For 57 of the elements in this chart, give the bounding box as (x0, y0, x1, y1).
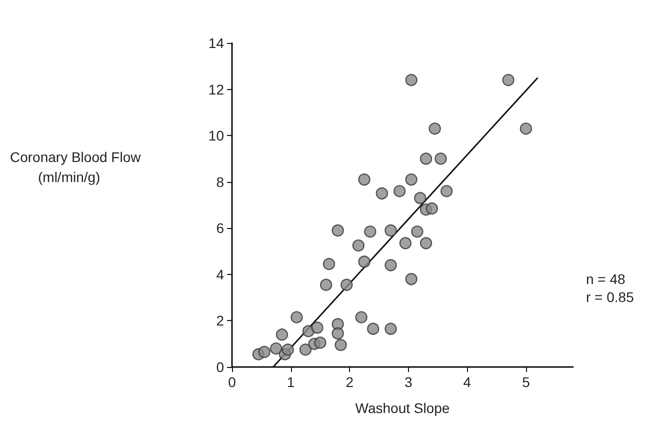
x-tick-label: 5 (522, 374, 530, 390)
point (276, 328, 288, 341)
x-tick-label: 1 (286, 374, 295, 390)
point (405, 272, 418, 286)
y-tick-label: 6 (216, 220, 224, 236)
point (405, 173, 418, 186)
point (414, 192, 426, 204)
point (428, 122, 441, 135)
point (332, 224, 344, 237)
point (411, 226, 424, 238)
point (320, 278, 332, 291)
point (364, 226, 376, 238)
point (340, 278, 353, 291)
y-tick-label: 8 (216, 174, 224, 190)
point (358, 256, 370, 268)
point (367, 322, 380, 335)
point (426, 202, 438, 215)
x-tick-label: 0 (228, 374, 236, 390)
point (311, 322, 324, 334)
y-tick-label: 0 (216, 359, 224, 375)
point (258, 346, 270, 358)
x-tick-label: 2 (346, 374, 354, 390)
y-tick-label: 10 (208, 128, 224, 144)
y-tick-label: 4 (216, 266, 224, 282)
point (355, 311, 368, 324)
point (282, 344, 294, 356)
point (384, 224, 397, 237)
point (384, 259, 397, 272)
x-axis-title: Washout Slope (355, 400, 450, 416)
point (290, 311, 303, 324)
point (393, 185, 406, 198)
text: n = 48 (586, 271, 626, 287)
point (270, 342, 282, 355)
point (314, 336, 326, 349)
point (376, 187, 388, 200)
point (299, 344, 312, 356)
y-axis-title: Coronary Blood Flow (ml/min/g) (10, 149, 142, 185)
point (399, 237, 412, 250)
text: r = 0.85 (586, 289, 634, 305)
y-tick-label: 12 (208, 81, 224, 98)
point (420, 237, 432, 250)
point (502, 74, 514, 86)
point (334, 338, 347, 352)
point (420, 152, 432, 165)
point (405, 74, 418, 86)
point (434, 152, 447, 165)
point (440, 185, 453, 198)
y-tick-label: 2 (216, 312, 224, 329)
point (332, 327, 344, 340)
x-tick-label: 3 (404, 374, 412, 390)
point (322, 258, 336, 270)
point (352, 239, 365, 252)
y-tick-label: 14 (208, 35, 224, 51)
point (384, 322, 397, 335)
point (358, 173, 370, 186)
x-tick-label: 4 (463, 374, 472, 390)
point (520, 122, 532, 135)
